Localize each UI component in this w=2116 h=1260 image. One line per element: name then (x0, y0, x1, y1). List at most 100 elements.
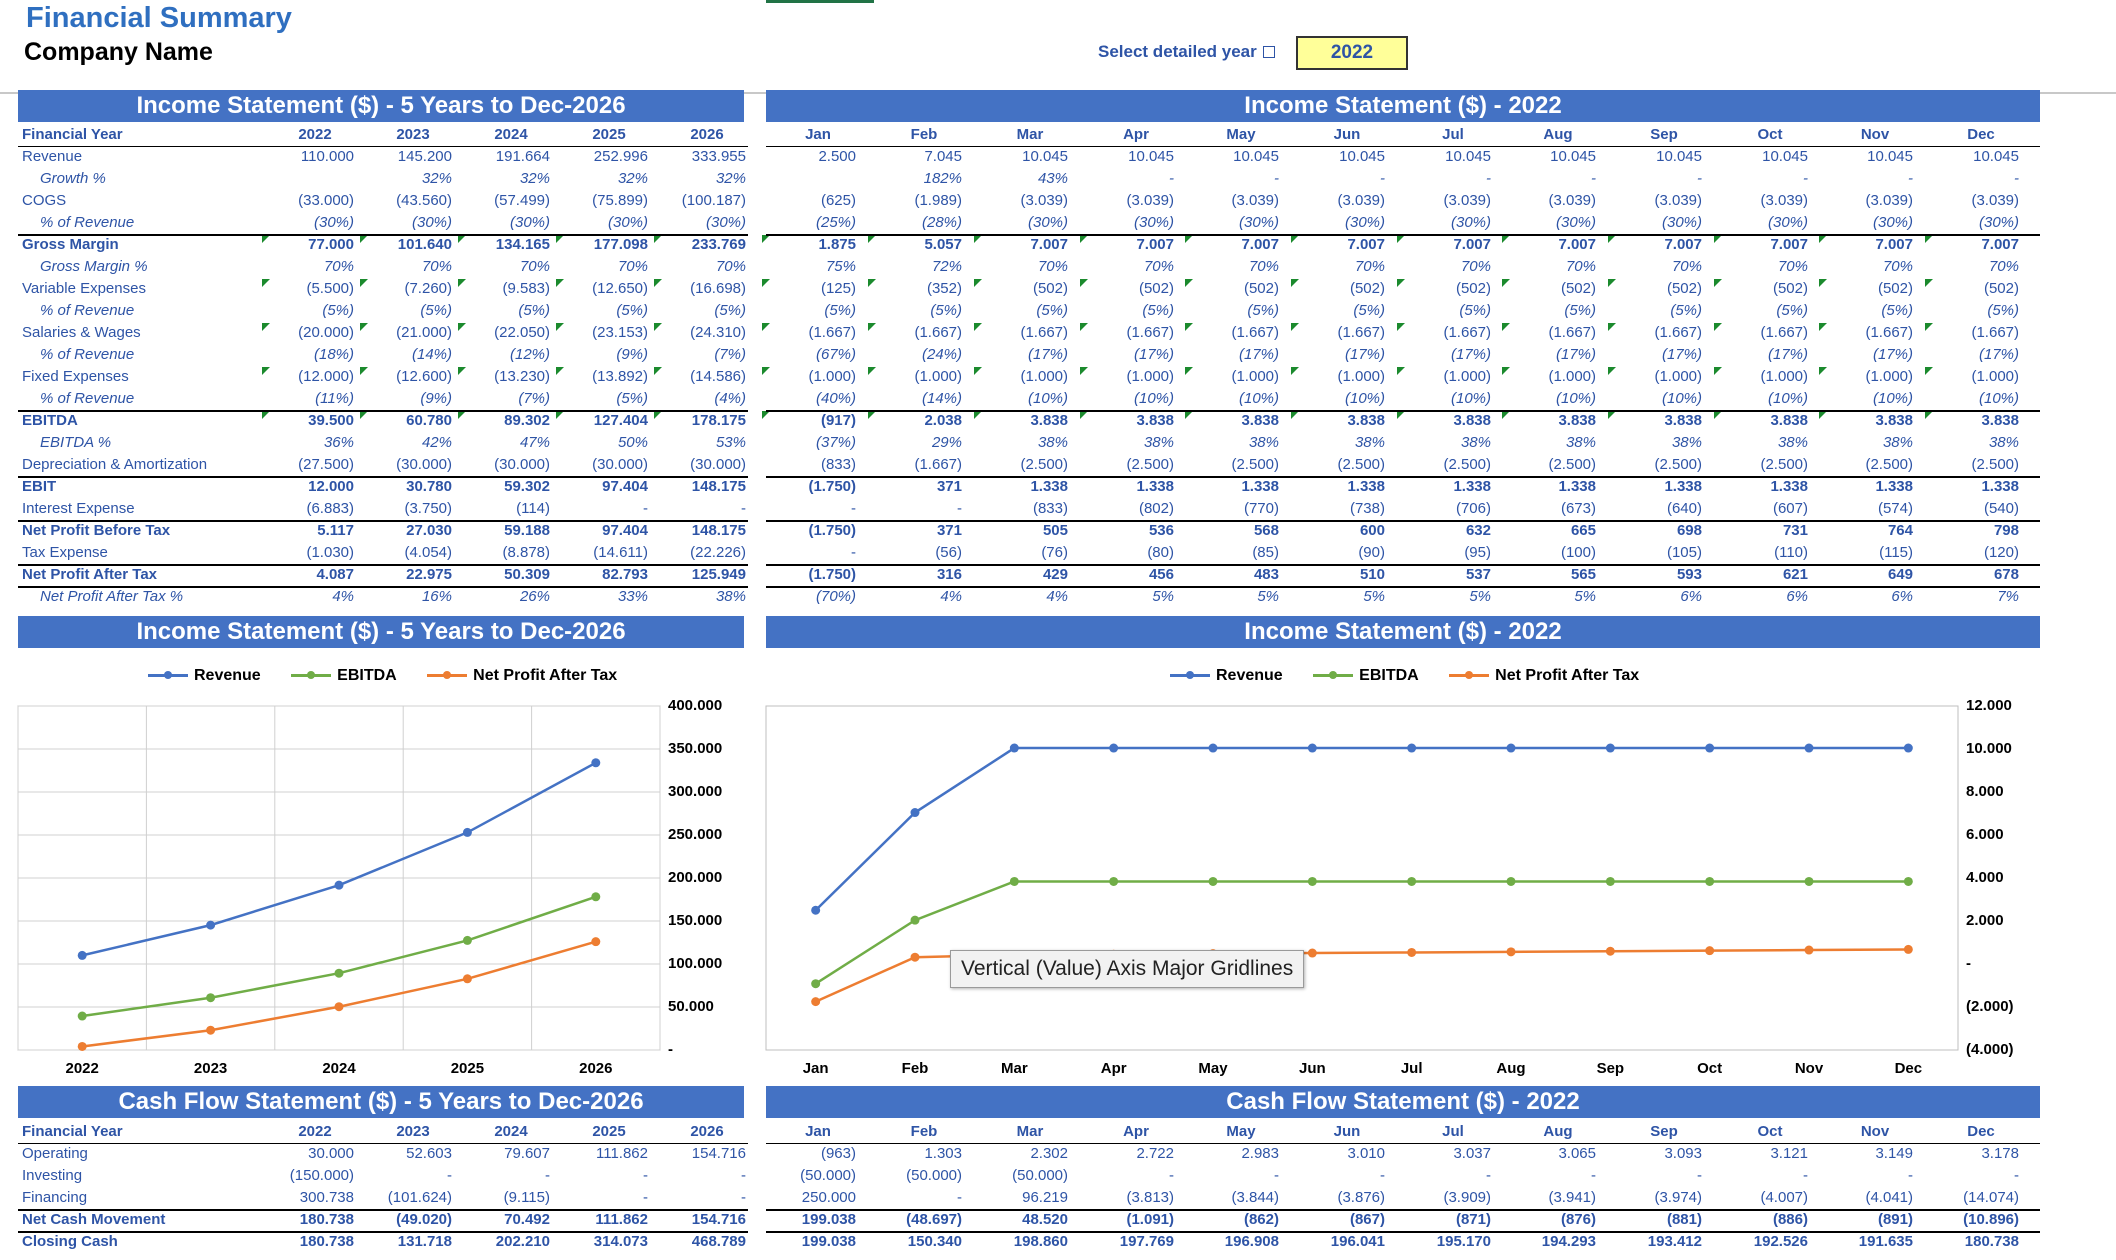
monthly-value[interactable]: 48.520 (1022, 1211, 1068, 1228)
monthly-value[interactable]: (502) (1243, 280, 1279, 297)
annual-value[interactable]: (13.230) (494, 368, 550, 385)
monthly-value[interactable]: - (851, 544, 856, 561)
annual-value[interactable]: 59.188 (504, 522, 550, 539)
monthly-value[interactable]: - (2014, 1167, 2019, 1184)
annual-value[interactable]: 4% (332, 588, 354, 605)
annual-value[interactable]: (9.583) (502, 280, 550, 297)
data-point-ebitda[interactable] (1903, 876, 1913, 886)
monthly-value[interactable]: 698 (1676, 522, 1702, 539)
monthly-value[interactable]: (100) (1560, 544, 1596, 561)
monthly-value[interactable]: 2.983 (1241, 1145, 1279, 1162)
monthly-value[interactable]: (56) (935, 544, 962, 561)
annual-value[interactable]: 32% (421, 170, 452, 187)
monthly-value[interactable]: 483 (1253, 566, 1279, 583)
monthly-value[interactable]: (70%) (815, 588, 856, 605)
annual-value[interactable]: (18%) (313, 346, 354, 363)
monthly-value[interactable]: (1.000) (808, 368, 856, 385)
monthly-value[interactable]: 621 (1782, 566, 1808, 583)
monthly-value[interactable]: (3.039) (1020, 192, 1068, 209)
monthly-value[interactable]: (5%) (1881, 302, 1913, 319)
data-point-revenue[interactable] (1109, 743, 1119, 753)
monthly-value[interactable]: (30%) (1344, 214, 1385, 231)
annual-value[interactable]: 127.404 (593, 412, 648, 429)
monthly-value[interactable]: (1.000) (1337, 368, 1385, 385)
monthly-value[interactable]: 70% (1671, 258, 1702, 275)
monthly-value[interactable]: (3.039) (1971, 192, 2019, 209)
monthly-value[interactable]: (3.909) (1443, 1189, 1491, 1206)
annual-value[interactable]: 33% (617, 588, 648, 605)
annual-value[interactable]: 131.718 (397, 1233, 452, 1250)
annual-value[interactable]: 60.780 (406, 412, 452, 429)
monthly-value[interactable]: 3.838 (1453, 412, 1491, 429)
monthly-value[interactable]: 194.293 (1541, 1233, 1596, 1250)
monthly-value[interactable]: 600 (1359, 522, 1385, 539)
monthly-value[interactable]: (1.000) (914, 368, 962, 385)
monthly-value[interactable]: (17%) (1661, 346, 1702, 363)
monthly-value[interactable]: 371 (936, 478, 962, 495)
annual-value[interactable]: 47% (519, 434, 550, 451)
annual-value[interactable]: 180.738 (299, 1211, 354, 1228)
monthly-value[interactable]: 537 (1465, 566, 1491, 583)
monthly-value[interactable]: 3.838 (1664, 412, 1702, 429)
annual-value[interactable]: (30%) (705, 214, 746, 231)
annual-value[interactable]: (14.586) (690, 368, 746, 385)
plot-area[interactable] (765, 705, 1959, 1051)
series-line-npat[interactable] (82, 940, 597, 1048)
data-point-revenue[interactable] (1605, 743, 1615, 753)
monthly-value[interactable]: (2.500) (1020, 456, 1068, 473)
monthly-value[interactable]: - (1169, 170, 1174, 187)
annual-value[interactable]: (100.187) (681, 192, 746, 209)
monthly-value[interactable]: (1.667) (1231, 324, 1279, 341)
monthly-value[interactable]: 1.338 (1347, 478, 1385, 495)
monthly-value[interactable]: (1.667) (1971, 324, 2019, 341)
monthly-value[interactable]: 7.007 (1981, 236, 2019, 253)
monthly-value[interactable]: (502) (1138, 280, 1174, 297)
monthly-value[interactable]: (833) (820, 456, 856, 473)
monthly-value[interactable]: 2.500 (818, 148, 856, 165)
monthly-value[interactable]: 316 (936, 566, 962, 583)
annual-value[interactable]: (3.750) (404, 500, 452, 517)
monthly-value[interactable]: (802) (1138, 500, 1174, 517)
monthly-value[interactable]: (673) (1560, 500, 1596, 517)
monthly-value[interactable]: (2.500) (1443, 456, 1491, 473)
series-line-ebitda[interactable] (82, 895, 597, 1018)
monthly-value[interactable]: - (1803, 170, 1808, 187)
annual-value[interactable]: (114) (516, 500, 550, 517)
annual-value[interactable]: 178.175 (691, 412, 746, 429)
monthly-value[interactable]: 10.045 (1128, 148, 1174, 165)
annual-value[interactable]: - (643, 1167, 648, 1184)
monthly-value[interactable]: 2.038 (924, 412, 962, 429)
monthly-value[interactable]: (502) (1772, 280, 1808, 297)
monthly-value[interactable]: (1.667) (914, 324, 962, 341)
monthly-value[interactable]: (110) (1774, 544, 1808, 561)
monthly-value[interactable]: 7.007 (1241, 236, 1279, 253)
monthly-value[interactable]: 199.038 (801, 1233, 856, 1250)
monthly-value[interactable]: - (957, 500, 962, 517)
data-point-npat[interactable] (1705, 946, 1715, 956)
monthly-value[interactable]: 38% (1248, 434, 1279, 451)
monthly-value[interactable]: 3.121 (1770, 1145, 1808, 1162)
annual-value[interactable]: 12.000 (308, 478, 354, 495)
monthly-value[interactable]: 6% (1680, 588, 1702, 605)
monthly-value[interactable]: 3.149 (1875, 1145, 1913, 1162)
monthly-value[interactable]: 5% (1363, 588, 1385, 605)
monthly-value[interactable]: - (1169, 1167, 1174, 1184)
monthly-value[interactable]: - (1380, 1167, 1385, 1184)
data-point-npat[interactable] (1804, 945, 1814, 955)
annual-value[interactable]: (5%) (616, 390, 648, 407)
monthly-value[interactable]: 1.338 (1030, 478, 1068, 495)
data-point-ebitda[interactable] (462, 935, 472, 945)
annual-value[interactable]: 177.098 (593, 236, 648, 253)
monthly-value[interactable]: (574) (1877, 500, 1913, 517)
data-point-ebitda[interactable] (1605, 876, 1615, 886)
data-point-ebitda[interactable] (1208, 876, 1218, 886)
monthly-value[interactable]: (1.000) (1654, 368, 1702, 385)
annual-value[interactable]: (7%) (714, 346, 746, 363)
monthly-value[interactable]: - (1274, 170, 1279, 187)
monthly-value[interactable]: 195.170 (1436, 1233, 1491, 1250)
annual-value[interactable]: 191.664 (495, 148, 550, 165)
monthly-value[interactable]: (10%) (1238, 390, 1279, 407)
data-point-revenue[interactable] (1009, 743, 1019, 753)
monthly-value[interactable]: 7.007 (1136, 236, 1174, 253)
annual-value[interactable]: 32% (617, 170, 648, 187)
